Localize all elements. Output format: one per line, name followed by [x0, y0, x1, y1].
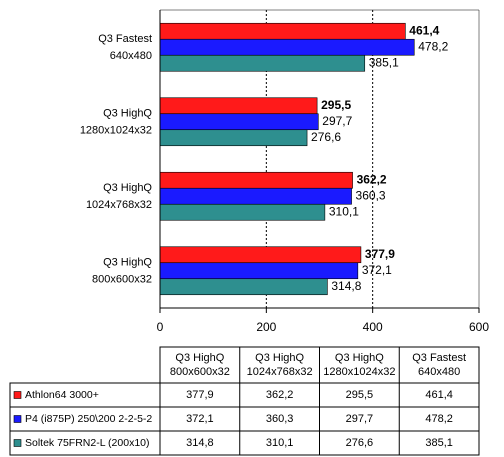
legend-label: Soltek 75FRN2-L (200x10) [25, 437, 150, 449]
legend-label: P4 (i875P) 250\200 2-2-5-2 [25, 413, 152, 425]
table-cell: 385,1 [425, 437, 453, 449]
table-header: Q3 Fastest [412, 352, 466, 364]
x-tick-label: 400 [363, 320, 383, 334]
bar [159, 171, 353, 189]
table-cell: 362,2 [266, 389, 294, 401]
value-label: 276,6 [311, 130, 341, 144]
bar [159, 129, 308, 147]
value-label: 362,2 [357, 172, 387, 186]
value-label: 377,9 [365, 247, 395, 261]
bar [159, 22, 406, 40]
x-tick-label: 600 [469, 320, 489, 334]
bar [159, 38, 415, 56]
y-tick-label: Q3 HighQ [103, 108, 152, 120]
table-cell: 314,8 [186, 437, 214, 449]
y-tick-label: Q3 HighQ [103, 182, 152, 194]
bar [159, 203, 326, 221]
bar [159, 262, 359, 280]
value-label: 461,4 [409, 23, 439, 37]
table-cell: 295,5 [346, 389, 374, 401]
table-header: 640x480 [418, 366, 460, 378]
value-label: 478,2 [418, 39, 448, 53]
table-cell: 297,7 [346, 413, 374, 425]
legend-swatch [13, 439, 22, 447]
table-border [9, 382, 480, 456]
table-cell: 310,1 [266, 437, 294, 449]
table-cell: 360,3 [266, 413, 294, 425]
value-label: 310,1 [329, 204, 359, 218]
table-header: Q3 HighQ [255, 352, 304, 364]
value-label: 385,1 [369, 55, 399, 69]
value-label: 372,1 [362, 263, 392, 277]
bar [159, 113, 319, 131]
table-cell: 478,2 [425, 413, 453, 425]
x-tick-label: 200 [256, 320, 276, 334]
y-tick-label: Q3 HighQ [103, 257, 152, 269]
legend-swatch [13, 415, 22, 423]
bar [159, 278, 328, 296]
table-cell: 276,6 [346, 437, 374, 449]
bar [159, 187, 352, 205]
table-header: Q3 HighQ [175, 352, 224, 364]
table-cell: 372,1 [186, 413, 214, 425]
y-tick-label: 1280x1024x32 [80, 125, 152, 137]
table-header: 800x600x32 [170, 366, 230, 378]
value-label: 295,5 [321, 98, 351, 112]
table-cell: 377,9 [186, 389, 214, 401]
y-tick-label: 800x600x32 [92, 274, 152, 286]
y-tick-label: 640x480 [110, 50, 152, 62]
table-header: Q3 HighQ [335, 352, 384, 364]
table-cell: 461,4 [425, 389, 453, 401]
bar [159, 246, 362, 264]
y-tick-label: Q3 Fastest [98, 33, 152, 45]
value-label: 297,7 [322, 114, 352, 128]
value-label: 360,3 [356, 188, 386, 202]
x-tick-label: 0 [157, 320, 164, 334]
value-label: 314,8 [331, 279, 361, 293]
legend-label: Athlon64 3000+ [25, 389, 99, 401]
legend-swatch [13, 391, 22, 399]
bar [159, 54, 366, 72]
bar [159, 97, 318, 115]
table-header: 1024x768x32 [247, 366, 313, 378]
y-tick-label: 1024x768x32 [86, 199, 152, 211]
table-header: 1280x1024x32 [323, 366, 395, 378]
